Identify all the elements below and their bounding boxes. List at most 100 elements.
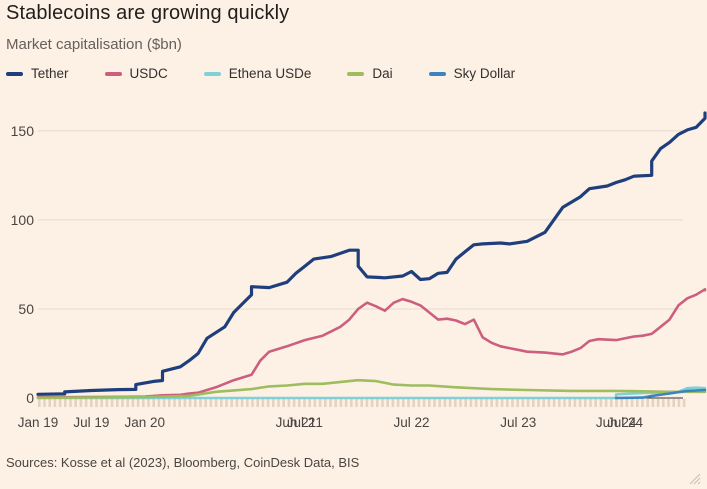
hatch-mark [412,399,415,407]
hatch-mark [454,399,457,407]
hatch-mark [365,399,369,407]
hatch-mark [521,399,525,407]
hatch-mark [277,399,280,407]
hatch-mark [48,399,51,407]
series-line-sky-dollar [614,388,707,400]
hatch-mark [464,399,467,407]
hatch-mark [178,399,181,407]
hatch-mark [287,399,291,407]
hatch-mark [38,399,41,407]
hatch-mark [136,399,140,407]
hatch-mark [84,399,88,407]
hatch-mark [152,399,155,407]
hatch-mark [58,399,62,407]
hatch-mark [500,399,504,407]
series-line-tether [36,111,707,396]
legend-label-tether: Tether [31,66,69,81]
hatch-mark [422,399,426,407]
hatch-mark [386,399,389,407]
hatch-mark [641,399,644,407]
x-tick-label: Jul 23 [500,415,536,430]
hatch-mark [428,399,431,407]
hatch-mark [636,399,639,407]
hatch-mark [620,399,623,407]
hatch-mark [209,399,213,407]
hatch-mark [682,399,686,407]
hatch-mark [173,399,176,407]
x-axis-hatch [38,399,686,407]
legend-swatch-usdc [104,71,122,76]
hatch-mark [532,399,535,407]
hatch-mark [188,399,192,407]
hatch-mark [74,399,77,407]
hatch-mark [604,399,608,407]
hatch-mark [183,399,187,407]
hatch-mark [313,399,317,407]
hatch-mark [282,399,285,407]
legend-swatch-ethena-usde [203,71,221,76]
x-tick-label: Jun 21 [276,415,317,430]
hatch-mark [64,399,67,407]
hatch-mark [391,399,395,407]
hatch-mark [662,399,665,407]
y-tick-label-100: 100 [11,212,35,228]
hatch-mark [469,399,473,407]
hatch-mark [610,399,613,407]
hatch-mark [261,399,265,407]
hatch-mark [381,399,384,407]
hatch-mark [225,399,228,407]
hatch-mark [376,399,379,407]
legend: Tether USDC Ethena USDe Dai Sky Dollar [6,66,551,81]
hatch-mark [558,399,561,407]
hatch-mark [350,399,353,407]
hatch-mark [370,399,374,407]
hatch-mark [625,399,629,407]
hatch-mark [126,399,129,407]
hatch-mark [495,399,499,407]
x-tick-label: Jul 22 [394,415,430,430]
series-line-dai [36,378,707,400]
hatch-mark [157,399,161,407]
hatch-mark [578,399,582,407]
hatch-mark [251,399,254,407]
x-tick-label: Jul 19 [73,415,109,430]
hatch-mark [69,399,72,407]
hatch-mark [303,399,306,407]
chart-subtitle: Market capitalisation ($bn) [6,36,182,53]
legend-swatch-sky-dollar [428,71,446,76]
y-axis-ticks: 0 50 100 150 [11,123,35,406]
hatch-mark [272,399,275,407]
hatch-mark [204,399,207,407]
hatch-mark [438,399,441,407]
hatch-mark [308,399,311,407]
hatch-mark [537,399,540,407]
chart-title: Stablecoins are growing quickly [6,2,290,24]
x-tick-label: Jun 24 [596,415,637,430]
hatch-mark [667,399,670,407]
hatch-mark [396,399,400,407]
hatch-mark [292,399,296,407]
hatch-mark [95,399,98,407]
hatch-mark [552,399,556,407]
hatch-mark [214,399,218,407]
hatch-mark [402,399,405,407]
y-tick-label-0: 0 [26,390,34,406]
hatch-mark [407,399,410,407]
hatch-mark [417,399,421,407]
hatch-mark [526,399,530,407]
hatch-mark [298,399,301,407]
hatch-mark [220,399,223,407]
hatch-mark [43,399,46,407]
hatch-mark [443,399,447,407]
hatch-mark [448,399,452,407]
legend-swatch-tether [6,71,23,76]
hatch-mark [615,399,618,407]
hatch-mark [568,399,571,407]
resize-corner-icon [689,473,701,485]
hatch-mark [116,399,119,407]
hatch-mark [147,399,150,407]
hatch-mark [516,399,519,407]
hatch-mark [433,399,436,407]
hatch-mark [110,399,114,407]
hatch-mark [194,399,197,407]
